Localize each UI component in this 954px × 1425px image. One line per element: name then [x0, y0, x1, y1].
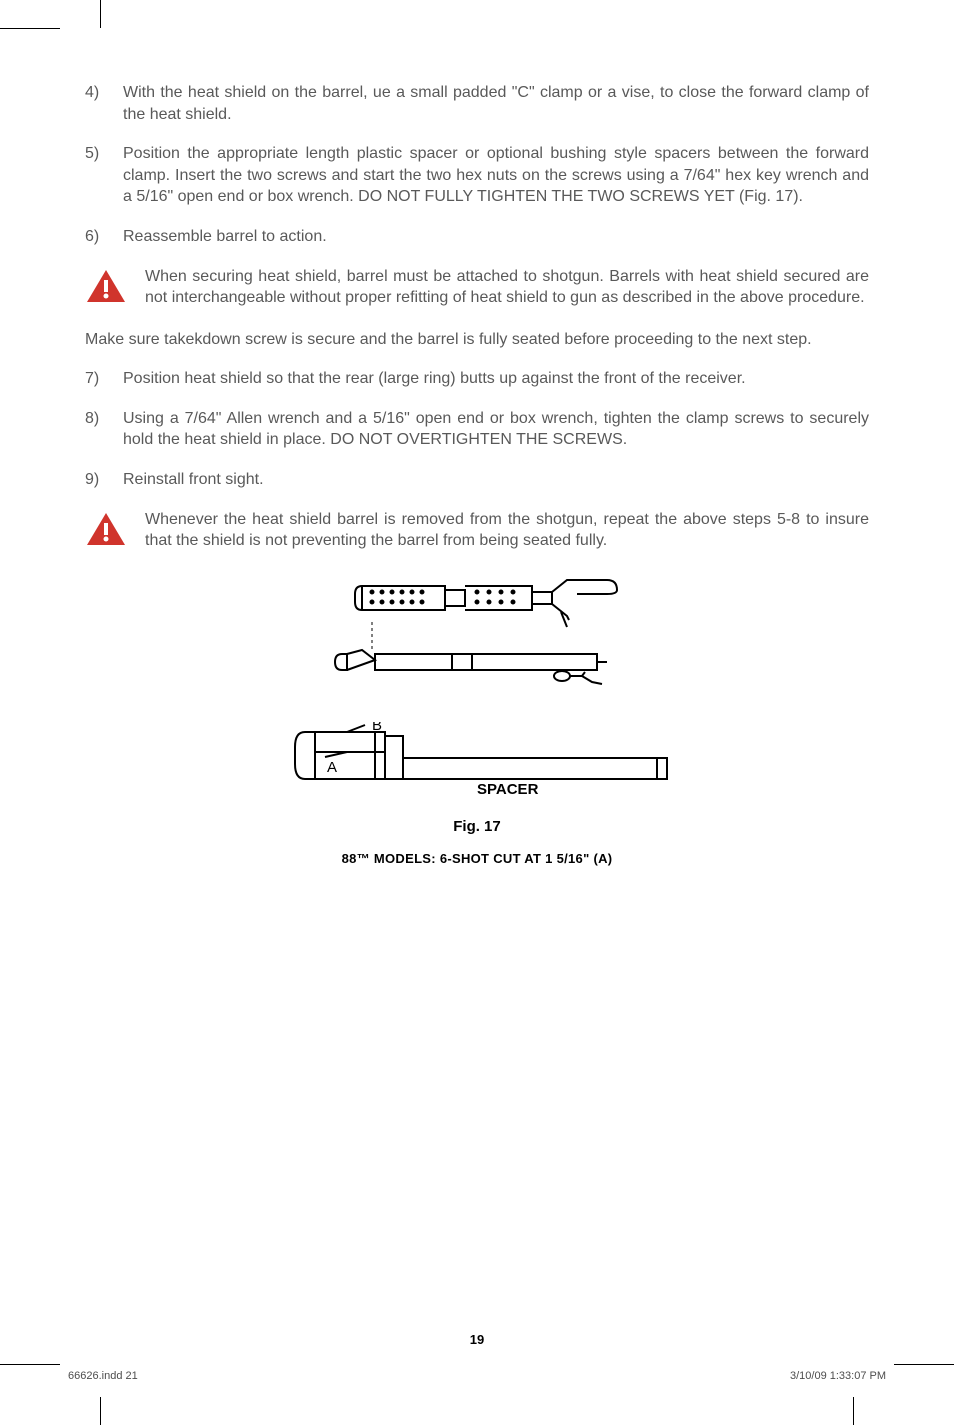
step-number: 4): [85, 82, 123, 104]
paragraph: Make sure takekdown screw is secure and …: [85, 329, 869, 351]
page-number: 19: [0, 1332, 954, 1347]
crop-mark: [853, 1397, 854, 1425]
warning-text: Whenever the heat shield barrel is remov…: [145, 509, 869, 552]
step-5: 5) Position the appropriate length plast…: [85, 143, 869, 208]
step-9: 9) Reinstall front sight.: [85, 469, 869, 491]
step-text: Reinstall front sight.: [123, 469, 869, 491]
step-number: 9): [85, 469, 123, 491]
step-number: 8): [85, 408, 123, 430]
step-8: 8) Using a 7/64" Allen wrench and a 5/16…: [85, 408, 869, 451]
crop-mark: [894, 1364, 954, 1365]
step-7: 7) Position heat shield so that the rear…: [85, 368, 869, 390]
spacer-label: SPACER: [477, 781, 539, 798]
figure-diagram-bottom: B A SPACER: [277, 722, 677, 802]
figure-17: B A SPACER Fig. 17 88™ MODELS: 6-SHOT CU…: [85, 572, 869, 866]
crop-mark: [100, 0, 101, 28]
crop-mark: [0, 28, 60, 29]
figure-caption: Fig. 17: [85, 818, 869, 835]
figure-label-a: A: [327, 759, 337, 776]
warning-icon: [85, 509, 145, 554]
step-6: 6) Reassemble barrel to action.: [85, 226, 869, 248]
crop-mark: [100, 1397, 101, 1425]
figure-label-b: B: [372, 722, 382, 734]
warning-text: When securing heat shield, barrel must b…: [145, 266, 869, 309]
warning-2: Whenever the heat shield barrel is remov…: [85, 509, 869, 554]
step-number: 5): [85, 143, 123, 165]
footer-filename: 66626.indd 21: [68, 1370, 138, 1382]
figure-diagram-top: [307, 572, 647, 702]
warning-icon: [85, 266, 145, 311]
step-text: Using a 7/64" Allen wrench and a 5/16" o…: [123, 408, 869, 451]
step-number: 6): [85, 226, 123, 248]
step-text: Position heat shield so that the rear (l…: [123, 368, 869, 390]
footer-timestamp: 3/10/09 1:33:07 PM: [790, 1370, 886, 1382]
warning-1: When securing heat shield, barrel must b…: [85, 266, 869, 311]
figure-model-note: 88™ MODELS: 6-SHOT CUT AT 1 5/16" (A): [85, 851, 869, 866]
step-4: 4) With the heat shield on the barrel, u…: [85, 82, 869, 125]
step-text: Reassemble barrel to action.: [123, 226, 869, 248]
step-text: With the heat shield on the barrel, ue a…: [123, 82, 869, 125]
step-text: Position the appropriate length plastic …: [123, 143, 869, 208]
crop-mark: [0, 1364, 60, 1365]
step-number: 7): [85, 368, 123, 390]
